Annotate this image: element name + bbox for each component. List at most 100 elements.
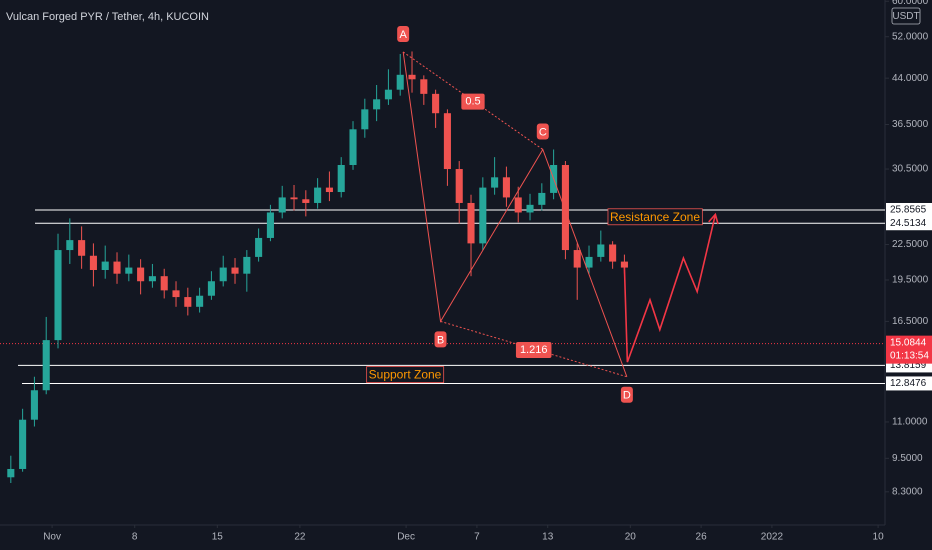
y-tick-label: 60.0000 [892,0,929,7]
candle-body [361,109,369,130]
x-tick-label: Dec [397,532,415,543]
candle-body [19,419,27,469]
candle-body [432,93,440,114]
candle-body [302,199,310,203]
candle-body [455,169,463,203]
level-label-box [886,202,932,217]
level-label: 12.8476 [890,378,927,389]
countdown-label: 01:13:54 [890,350,929,361]
candle-body [337,165,345,193]
candle-body [243,256,251,274]
y-tick-label: 8.3000 [892,486,923,497]
pattern-point-box [536,123,549,140]
candle-body [325,187,333,193]
x-tick-label: 26 [696,532,708,543]
level-label: 13.8159 [890,360,927,371]
zone-label: Support Zone [369,368,442,382]
candle-body [373,99,381,110]
current-price-box [886,335,932,364]
candle-body [609,244,617,262]
y-tick-label: 16.5000 [892,316,929,327]
ratio: 1.216 [515,341,552,358]
projection-line [623,214,717,363]
level-label: 24.5134 [890,218,927,229]
candle-body [255,237,263,257]
y-tick-label: 44.0000 [892,73,929,84]
candle-body [502,177,510,198]
candle-body [278,197,286,213]
candle-body [290,197,298,200]
candle-body [78,240,86,256]
unit-box [891,7,921,25]
candle-body [89,255,97,270]
candle-body [491,177,499,188]
pattern-point-label: A [399,29,407,41]
level-label-box [886,376,932,391]
candle-body [30,390,38,420]
x-tick-label: 15 [212,532,224,543]
candle-body [443,113,451,170]
level-label-box [886,216,932,231]
ratio-label-box [461,93,485,110]
candle-body [349,129,357,166]
candle-body [125,267,133,274]
candle-body [184,297,192,307]
y-tick-label: 9.5000 [892,453,923,464]
zone-label-box [607,208,703,226]
candle-body [396,74,404,90]
x-tick-label: 13 [542,532,554,543]
candle-body [526,204,534,213]
pattern-point-label: B [437,334,444,346]
pattern-point-box [397,25,410,42]
chart-title: Vulcan Forged PYR / Tether, 4h, KUCOIN [6,11,209,23]
candle-body [314,187,322,203]
candle-body [101,261,109,270]
pattern-point-label: C [539,126,547,138]
x-tick-label: 10 [873,532,885,543]
ratio: 0.5 [461,93,485,110]
candle-body [42,340,50,391]
candle-body [266,212,274,238]
unit-label: USDT [892,11,919,22]
candle-body [113,261,121,274]
candle-body [479,187,487,244]
x-tick-label: 8 [132,532,138,543]
candle-body [137,267,145,282]
candle-body [620,261,628,268]
x-tick-label: 2022 [761,532,784,543]
ratio-label-box [515,341,552,358]
ratio-label: 0.5 [465,96,480,108]
candle-body [7,468,15,478]
candle-body [66,240,74,251]
y-tick-label: 36.5000 [892,119,929,130]
pattern-point-box [434,331,447,348]
ratio-label: 1.216 [520,344,548,356]
candle-body [196,295,204,307]
candle-body [172,290,180,298]
y-tick-label: 30.5000 [892,164,929,175]
zone: Support Zone [366,366,445,384]
x-tick-label: 7 [474,532,480,543]
candle-body [148,276,156,282]
projection-arrowhead [708,212,719,225]
x-tick-label: 22 [294,532,306,543]
candle-body [408,74,416,80]
y-tick-label: 22.5000 [892,239,929,250]
candle-body [561,165,569,251]
candle-body [219,267,227,282]
candle-body [231,267,239,274]
current-price-label: 15.0844 [890,337,927,348]
pattern-point-box [620,386,633,403]
candle-body [160,276,168,291]
pattern-point-label: D [623,390,631,402]
candle-body [538,192,546,205]
candle-body [597,244,605,257]
level-label: 25.8565 [890,205,927,216]
candle-body [514,197,522,213]
candle-body [467,202,475,244]
y-tick-label: 19.5000 [892,275,929,286]
zone-label: Resistance Zone [610,210,700,224]
y-tick-label: 52.0000 [892,31,929,42]
